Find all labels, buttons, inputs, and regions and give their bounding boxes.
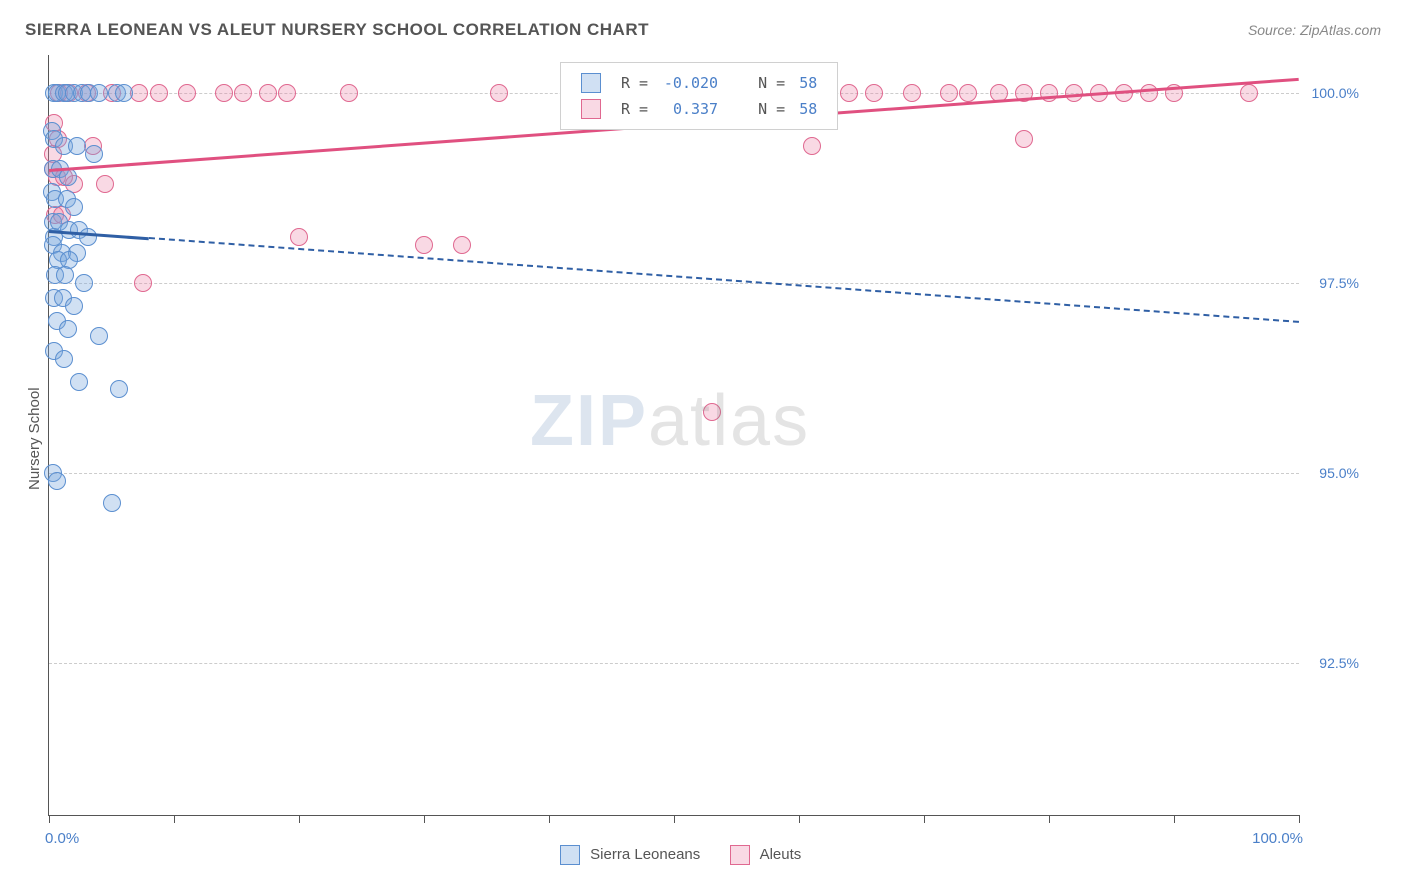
legend-item: Sierra Leoneans [560, 845, 700, 865]
data-point [215, 84, 233, 102]
data-point [415, 236, 433, 254]
data-point [259, 84, 277, 102]
data-point [290, 228, 308, 246]
data-point [490, 84, 508, 102]
xtick [299, 815, 300, 823]
data-point [278, 84, 296, 102]
ytick-label: 97.5% [1319, 275, 1359, 291]
data-point [110, 380, 128, 398]
data-point [48, 472, 66, 490]
xtick [424, 815, 425, 823]
yaxis-title: Nursery School [26, 387, 43, 490]
ytick-label: 95.0% [1319, 465, 1359, 481]
data-point [55, 350, 73, 368]
legend-N-value: 58 [793, 71, 823, 95]
ytick-label: 100.0% [1312, 85, 1359, 101]
data-point [865, 84, 883, 102]
data-point [453, 236, 471, 254]
chart-header: SIERRA LEONEAN VS ALEUT NURSERY SCHOOL C… [25, 20, 1381, 40]
legend-label: Aleuts [760, 846, 802, 863]
legend-R-value: 0.337 [656, 97, 724, 121]
data-point [1015, 130, 1033, 148]
data-point [65, 297, 83, 315]
data-point [703, 403, 721, 421]
data-point [79, 228, 97, 246]
xtick [674, 815, 675, 823]
legend-correlation-box: R =-0.020 N =58 R = 0.337 N =58 [560, 62, 838, 130]
chart-source: Source: ZipAtlas.com [1248, 22, 1381, 38]
data-point [150, 84, 168, 102]
data-point [340, 84, 358, 102]
legend-R-label: R = [615, 97, 654, 121]
data-point [90, 84, 108, 102]
data-point [959, 84, 977, 102]
xaxis-label-min: 0.0% [45, 830, 79, 847]
chart-title: SIERRA LEONEAN VS ALEUT NURSERY SCHOOL C… [25, 20, 649, 40]
data-point [1240, 84, 1258, 102]
data-point [178, 84, 196, 102]
ytick-label: 92.5% [1319, 655, 1359, 671]
legend-R-label: R = [615, 71, 654, 95]
legend-N-label: N = [752, 71, 791, 95]
legend-R-value: -0.020 [656, 71, 724, 95]
xtick [49, 815, 50, 823]
xtick [1174, 815, 1175, 823]
legend-swatch [730, 845, 750, 865]
legend-N-value: 58 [793, 97, 823, 121]
gridline [49, 473, 1299, 474]
data-point [68, 137, 86, 155]
data-point [90, 327, 108, 345]
legend-series: Sierra Leoneans Aleuts [560, 845, 801, 865]
xtick [1299, 815, 1300, 823]
legend-label: Sierra Leoneans [590, 846, 700, 863]
trend-line [149, 237, 1299, 323]
legend-item: Aleuts [730, 845, 801, 865]
data-point [70, 373, 88, 391]
data-point [85, 145, 103, 163]
data-point [56, 266, 74, 284]
data-point [803, 137, 821, 155]
gridline [49, 663, 1299, 664]
data-point [75, 274, 93, 292]
xtick [1049, 815, 1050, 823]
data-point [940, 84, 958, 102]
xaxis-label-max: 100.0% [1252, 830, 1303, 847]
data-point [103, 494, 121, 512]
xtick [924, 815, 925, 823]
xtick [549, 815, 550, 823]
gridline [49, 283, 1299, 284]
data-point [59, 320, 77, 338]
plot-area: 92.5%95.0%97.5%100.0%0.0%100.0% [48, 55, 1299, 816]
data-point [65, 198, 83, 216]
data-point [115, 84, 133, 102]
legend-N-label: N = [752, 97, 791, 121]
data-point [1140, 84, 1158, 102]
data-point [96, 175, 114, 193]
data-point [840, 84, 858, 102]
legend-swatch [560, 845, 580, 865]
legend-swatch [581, 99, 601, 119]
data-point [134, 274, 152, 292]
data-point [903, 84, 921, 102]
data-point [234, 84, 252, 102]
xtick [174, 815, 175, 823]
xtick [799, 815, 800, 823]
legend-swatch [581, 73, 601, 93]
